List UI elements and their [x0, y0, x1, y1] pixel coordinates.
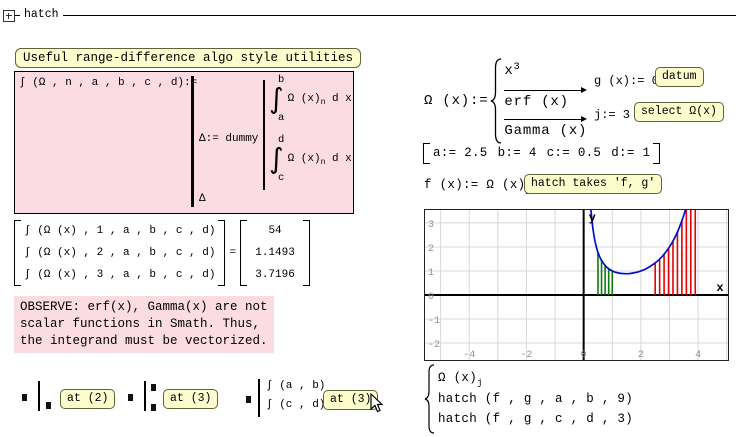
integral-icon: ∫	[269, 142, 284, 175]
brace-icon	[491, 58, 502, 144]
svg-text:y: y	[589, 211, 596, 225]
matrix-value: 3.7196	[255, 269, 295, 281]
param-b: b:= 4	[497, 146, 537, 160]
plot-list-item: Ω (x)j	[438, 371, 483, 389]
plot-function-list[interactable]: Ω (x)j hatch (f , g , a , b , 9) hatch (…	[424, 364, 633, 434]
title-note-box[interactable]: Useful range-difference algo style utili…	[15, 48, 362, 68]
svg-text:x: x	[716, 281, 723, 295]
svg-text:-4: -4	[463, 350, 475, 361]
function-definition-region[interactable]: ∫ (Ω , n , a , b , c , d):= Δ:= dummy b …	[14, 71, 354, 214]
inner-program-bar	[263, 80, 265, 190]
plot-list-item: hatch (f , g , a , b , 9)	[438, 392, 634, 406]
bracket-right	[218, 220, 226, 286]
integrand: Ω (x)n d x	[287, 92, 352, 108]
observe-line: scalar functions in Smath. Thus,	[20, 317, 261, 331]
integral-lower-limit: c	[278, 172, 285, 184]
func-def-lhs: ∫ (Ω , n , a , b , c , d):=	[19, 77, 198, 89]
observe-line: OBSERVE: erf(x), Gamma(x) are not	[20, 300, 268, 314]
integral-lower-limit: a	[278, 112, 285, 124]
return-value: Δ	[199, 193, 206, 205]
svg-text:-2: -2	[428, 340, 440, 351]
snippet-integrals[interactable]: ∫ (a , b) ∫ (c , d)	[246, 376, 326, 420]
bracket-right	[653, 143, 661, 164]
plot-list-item: hatch (f , g , c , d , 3)	[438, 412, 634, 426]
section-title[interactable]: hatch	[20, 8, 63, 21]
program-bar	[191, 76, 194, 207]
f-definition[interactable]: f (x):= Ω (x)j	[424, 178, 531, 195]
delta-assign: Δ:= dummy	[199, 133, 259, 145]
observe-note[interactable]: OBSERVE: erf(x), Gamma(x) are not scalar…	[14, 296, 274, 353]
placeholder-square-icon	[128, 394, 133, 401]
at3-button[interactable]: at (3)	[323, 390, 379, 410]
section-divider-line	[12, 15, 736, 16]
observe-line: the integrand must be vectorized.	[20, 334, 268, 348]
placeholder-square-icon	[46, 402, 51, 409]
program-bar	[38, 381, 40, 411]
svg-text:-1: -1	[428, 316, 440, 327]
omega-lhs: Ω (x):=	[424, 93, 489, 109]
program-bar	[144, 381, 146, 411]
integral-block-cd: d ∫ Ω (x)n d x c	[269, 134, 352, 184]
select-omega-button[interactable]: select Ω(x)	[634, 102, 724, 122]
j-definition[interactable]: j:= 3	[594, 108, 631, 122]
parameters-region[interactable]: a:= 2.5 b:= 4 c:= 0.5 d:= 1	[423, 143, 661, 164]
integrand: Ω (x)n d x	[287, 152, 352, 168]
plot-region[interactable]: 3 2 1 0 -1 -2 -4 -2 0 2 4 y x	[424, 208, 729, 361]
param-c: c:= 0.5	[546, 146, 602, 160]
matrix-row: ∫ (Ω (x) , 3 , a , b , c , d)	[24, 269, 216, 281]
matrix-evaluation-region[interactable]: ∫ (Ω (x) , 1 , a , b , c , d) ∫ (Ω (x) ,…	[14, 220, 311, 286]
bracket-right	[303, 220, 311, 286]
datum-button[interactable]: datum	[655, 67, 704, 87]
svg-text:-2: -2	[520, 350, 532, 361]
matrix-value: 1.1493	[255, 247, 295, 259]
matrix-row: ∫ (Ω (x) , 1 , a , b , c , d)	[24, 225, 216, 237]
omega-definition-region[interactable]: Ω (x):= x3 erf (x) Gamma (x)	[424, 58, 588, 144]
svg-text:2: 2	[638, 350, 644, 361]
param-d: d:= 1	[611, 146, 651, 160]
svg-text:0: 0	[581, 350, 587, 361]
svg-text:1: 1	[428, 268, 434, 279]
placeholder-square-icon	[22, 394, 27, 401]
section-expander-icon[interactable]	[3, 10, 15, 22]
snippet-collapsed-2[interactable]	[20, 378, 56, 416]
param-a: a:= 2.5	[433, 146, 488, 160]
svg-text:2: 2	[428, 244, 434, 255]
omega-case-2: erf (x)	[504, 87, 588, 111]
bracket-left	[14, 220, 21, 286]
svg-text:0: 0	[428, 292, 434, 303]
placeholder-square-icon	[151, 404, 156, 411]
integral-expr: ∫ (c , d)	[266, 399, 326, 411]
equals-sign: =	[229, 246, 237, 259]
placeholder-square-icon	[246, 396, 251, 403]
brace-icon	[424, 364, 435, 434]
mouse-cursor-icon	[370, 393, 384, 413]
bracket-left	[423, 143, 430, 164]
matrix-value: 54	[268, 225, 282, 237]
bracket-left	[240, 220, 248, 286]
hatch-takes-button[interactable]: hatch takes 'f, g'	[524, 174, 663, 194]
placeholder-square-icon	[151, 384, 156, 391]
integral-upper-limit: b	[278, 74, 285, 86]
xy-plot: 3 2 1 0 -1 -2 -4 -2 0 2 4 y x	[424, 208, 729, 361]
at3-button[interactable]: at (3)	[163, 389, 219, 409]
svg-text:4: 4	[695, 350, 701, 361]
integral-expr: ∫ (a , b)	[266, 380, 326, 392]
svg-text:3: 3	[428, 220, 434, 231]
program-bar	[258, 379, 260, 417]
integral-icon: ∫	[269, 82, 284, 115]
g-definition[interactable]: g (x):= 0	[594, 74, 659, 88]
omega-case-3: Gamma (x)	[504, 116, 588, 140]
matrix-row: ∫ (Ω (x) , 2 , a , b , c , d)	[24, 247, 216, 259]
integral-block-ab: b ∫ Ω (x)n d x a	[269, 74, 352, 124]
at2-button[interactable]: at (2)	[60, 389, 116, 409]
snippet-collapsed-3[interactable]	[126, 378, 162, 416]
omega-case-1: x3	[504, 62, 520, 79]
integral-upper-limit: d	[278, 134, 285, 146]
